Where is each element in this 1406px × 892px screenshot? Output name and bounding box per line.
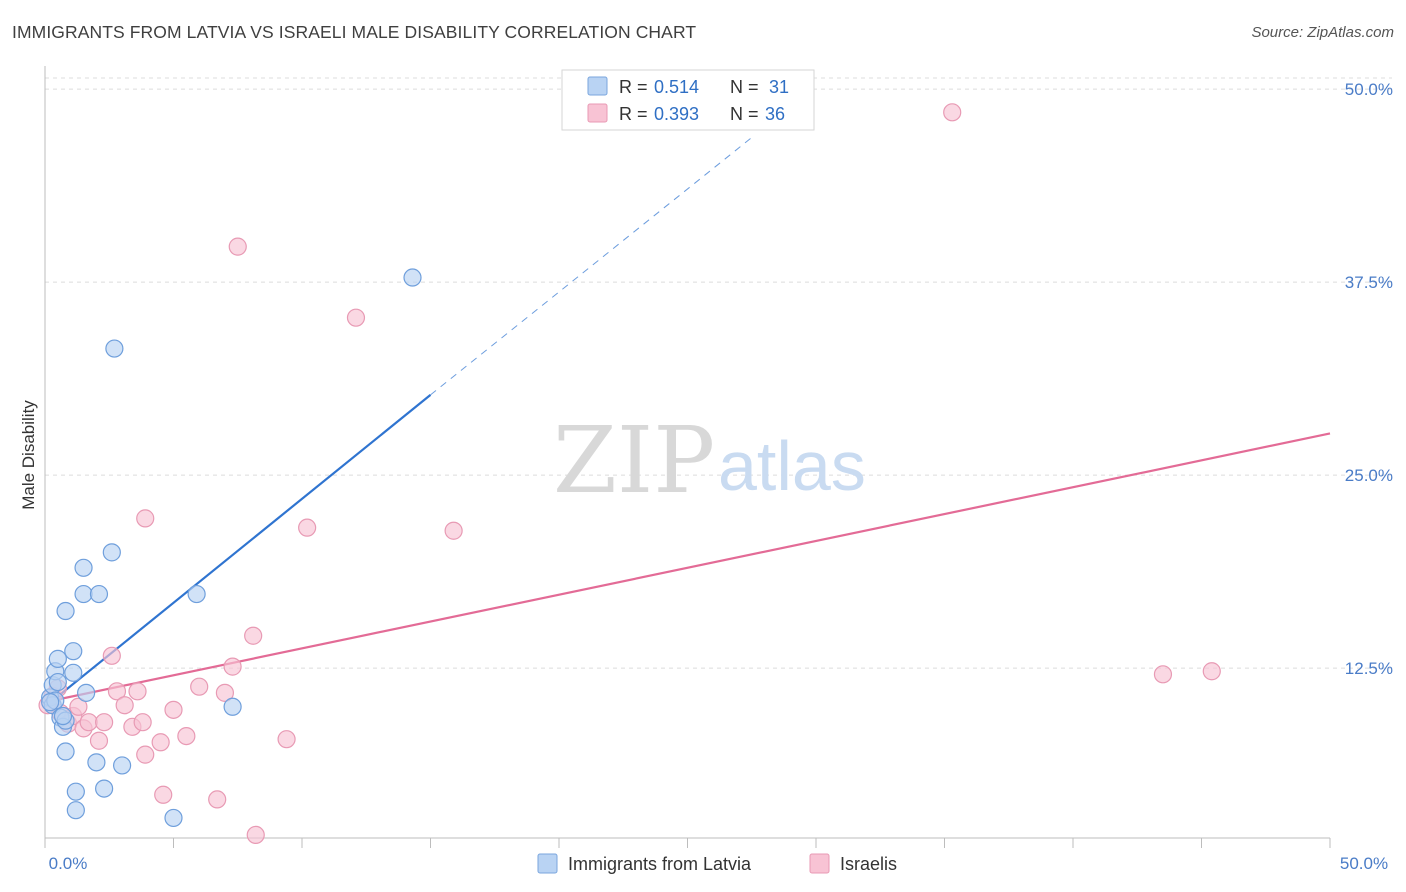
point-latvia-15 bbox=[74, 558, 93, 577]
point-israelis-8 bbox=[79, 713, 98, 732]
point-latvia-24 bbox=[95, 779, 114, 798]
stats-r-value-latvia: 0.514 bbox=[654, 77, 699, 97]
y-tick-label-1: 25.0% bbox=[1345, 466, 1393, 485]
point-israelis-29 bbox=[246, 825, 265, 845]
point-latvia-25 bbox=[164, 808, 183, 828]
point-latvia-28 bbox=[403, 268, 422, 287]
point-latvia-29 bbox=[41, 693, 60, 712]
point-latvia-21 bbox=[102, 543, 121, 562]
point-israelis-11 bbox=[102, 646, 121, 665]
point-israelis-27 bbox=[228, 237, 247, 256]
point-israelis-34 bbox=[943, 103, 962, 122]
point-israelis-26 bbox=[223, 657, 242, 676]
stats-legend: R = 0.514 N = 31 R = 0.393 N = 36 bbox=[561, 69, 815, 131]
point-israelis-15 bbox=[128, 682, 147, 701]
point-israelis-21 bbox=[164, 700, 183, 719]
point-israelis-18 bbox=[136, 509, 155, 528]
point-israelis-31 bbox=[298, 518, 317, 537]
point-israelis-20 bbox=[154, 785, 173, 804]
point-israelis-17 bbox=[136, 745, 155, 764]
point-latvia-23 bbox=[112, 756, 132, 775]
point-latvia-22 bbox=[105, 339, 124, 358]
point-israelis-36 bbox=[1202, 662, 1221, 681]
point-israelis-28 bbox=[244, 626, 263, 645]
point-israelis-32 bbox=[346, 308, 366, 327]
point-latvia-16 bbox=[74, 584, 93, 604]
stats-n-label-israelis: N = bbox=[730, 104, 759, 124]
point-israelis-16 bbox=[133, 713, 152, 732]
point-latvia-9 bbox=[56, 601, 75, 621]
source-credit: Source: ZipAtlas.com bbox=[1251, 24, 1394, 41]
stats-r-label-latvia: R = bbox=[619, 77, 648, 97]
point-israelis-24 bbox=[208, 790, 227, 809]
y-tick-label-2: 37.5% bbox=[1345, 273, 1393, 292]
point-latvia-30 bbox=[53, 706, 73, 726]
point-latvia-12 bbox=[64, 642, 83, 661]
point-israelis-30 bbox=[277, 730, 296, 749]
point-latvia-27 bbox=[223, 697, 242, 716]
point-latvia-14 bbox=[66, 782, 85, 801]
point-israelis-23 bbox=[190, 677, 209, 696]
stats-r-label-israelis: R = bbox=[619, 104, 648, 124]
legend-swatch-israelis bbox=[587, 103, 608, 123]
point-israelis-33 bbox=[444, 521, 463, 540]
gridlines bbox=[45, 77, 1392, 669]
bottom-legend-swatch-latvia bbox=[537, 853, 558, 874]
point-latvia-4 bbox=[48, 649, 67, 668]
y-axis-label: Male Disability bbox=[19, 400, 38, 510]
point-israelis-25 bbox=[215, 683, 234, 702]
point-latvia-19 bbox=[87, 753, 106, 772]
bottom-legend-label-latvia: Immigrants from Latvia bbox=[568, 854, 752, 874]
trend-line-latvia-extension bbox=[430, 135, 755, 396]
watermark-atlas: atlas bbox=[718, 427, 866, 505]
point-israelis-9 bbox=[89, 731, 109, 750]
bottom-legend: Immigrants from Latvia Israelis bbox=[537, 853, 897, 874]
point-latvia-26 bbox=[187, 584, 206, 604]
point-israelis-35 bbox=[1153, 665, 1173, 684]
chart-title: IMMIGRANTS FROM LATVIA VS ISRAELI MALE D… bbox=[12, 22, 697, 42]
point-latvia-20 bbox=[89, 584, 109, 604]
trend-line-israelis bbox=[44, 432, 1331, 704]
bottom-legend-swatch-israelis bbox=[809, 853, 830, 874]
point-latvia-18 bbox=[56, 742, 75, 761]
point-israelis-12 bbox=[107, 682, 127, 701]
point-israelis-22 bbox=[177, 726, 196, 746]
stats-n-label-latvia: N = bbox=[730, 77, 759, 97]
stats-r-value-israelis: 0.393 bbox=[654, 104, 699, 124]
point-latvia-13 bbox=[66, 801, 85, 820]
point-israelis-10 bbox=[95, 713, 114, 732]
y-tick-label-3: 50.0% bbox=[1345, 80, 1393, 99]
stats-n-value-latvia: 31 bbox=[769, 77, 789, 97]
data-points bbox=[38, 103, 1221, 845]
bottom-legend-label-israelis: Israelis bbox=[840, 854, 897, 874]
y-tick-labels: 12.5% 25.0% 37.5% 50.0% bbox=[1345, 80, 1393, 678]
watermark-zip: ZIP bbox=[553, 407, 715, 514]
point-israelis-19 bbox=[151, 733, 170, 752]
legend-swatch-latvia bbox=[587, 76, 608, 96]
point-israelis-6 bbox=[69, 697, 88, 716]
point-latvia-17 bbox=[77, 683, 96, 702]
point-latvia-11 bbox=[64, 663, 83, 682]
x-tick-label-min: 0.0% bbox=[49, 854, 88, 873]
x-tick-label-max: 50.0% bbox=[1340, 854, 1388, 873]
point-israelis-13 bbox=[115, 696, 134, 715]
point-latvia-5 bbox=[48, 672, 67, 692]
y-tick-label-0: 12.5% bbox=[1345, 659, 1393, 678]
stats-n-value-israelis: 36 bbox=[765, 104, 785, 124]
